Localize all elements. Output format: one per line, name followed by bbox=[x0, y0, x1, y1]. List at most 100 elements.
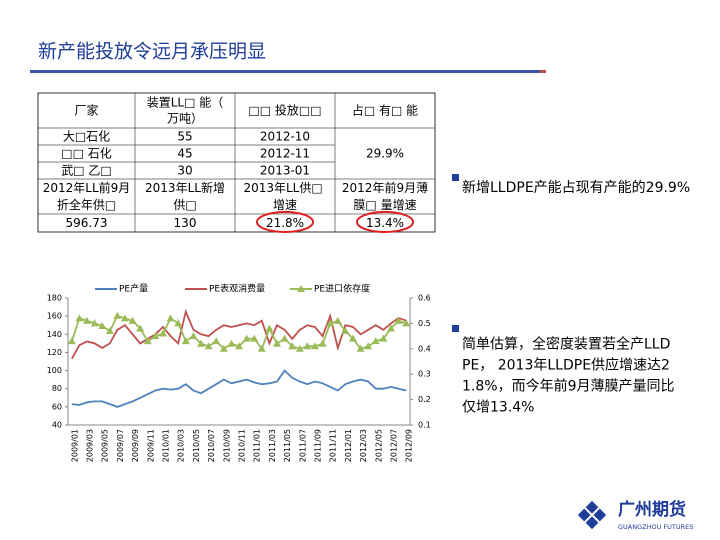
logo-name: 广州期货 bbox=[618, 499, 686, 520]
x-tick-label: 2010/07 bbox=[207, 429, 216, 462]
x-tick-label: 2009/09 bbox=[131, 429, 140, 462]
x-tick-label: 2011/05 bbox=[283, 429, 292, 462]
series-marker bbox=[250, 334, 259, 342]
bullet-text: 新增LLDPE产能占现有产能的29.9% bbox=[462, 180, 690, 196]
series-marker bbox=[349, 334, 357, 342]
y2-tick-label: 0.6 bbox=[418, 294, 431, 303]
x-tick-label: 2010/09 bbox=[222, 429, 231, 462]
series-line bbox=[71, 308, 407, 360]
logo: 广州期货 GUANGZHOU FUTURES bbox=[577, 499, 693, 531]
table: 厂家 装置LL□ 能（万吨） □□ 投放□□ 占□ 有□ 能大□石化 55 2012-10… bbox=[37, 92, 436, 233]
table-header: 厂家 bbox=[74, 102, 98, 117]
series-marker bbox=[204, 342, 213, 350]
x-tick-label: 2010/05 bbox=[192, 429, 201, 462]
y-tick-label: 80 bbox=[52, 384, 62, 393]
x-tick-label: 2012/07 bbox=[390, 429, 399, 462]
x-tick-label: 2011/09 bbox=[314, 429, 323, 462]
series-marker bbox=[394, 316, 403, 324]
x-tick-label: 2009/05 bbox=[101, 429, 110, 462]
bullet-icon bbox=[452, 174, 459, 181]
series-marker bbox=[387, 324, 395, 332]
bullet-icon bbox=[452, 325, 459, 332]
series-marker bbox=[273, 339, 281, 347]
x-tick-label: 2011/07 bbox=[298, 429, 307, 462]
table-cell: □□ 石化 bbox=[61, 146, 112, 160]
series-marker bbox=[67, 337, 76, 345]
series-marker bbox=[212, 337, 221, 345]
series-marker bbox=[113, 311, 122, 319]
table-cell: 21.8% bbox=[266, 216, 304, 230]
series-marker bbox=[280, 334, 289, 342]
y-tick-label: 160 bbox=[47, 312, 62, 321]
y-tick-label: 140 bbox=[47, 330, 62, 339]
series-marker bbox=[151, 332, 160, 340]
legend-label: PE产量 bbox=[119, 283, 148, 295]
x-tick-label: 2009/03 bbox=[86, 429, 95, 462]
series-line bbox=[71, 369, 407, 408]
series-marker bbox=[181, 337, 190, 345]
series-marker bbox=[166, 314, 175, 322]
y-tick-label: 40 bbox=[52, 421, 62, 430]
logo-english: GUANGZHOU FUTURES bbox=[618, 523, 693, 531]
table-header: 装置LL□ 能（万吨） bbox=[147, 95, 224, 125]
x-tick-label: 2012/09 bbox=[405, 429, 414, 462]
x-tick-label: 2011/01 bbox=[253, 429, 262, 462]
x-tick-label: 2009/11 bbox=[146, 429, 155, 462]
table-cell: 45 bbox=[177, 146, 192, 160]
series-marker bbox=[197, 339, 205, 347]
series-marker bbox=[219, 344, 228, 352]
highlight-circle bbox=[356, 211, 414, 233]
y-tick-label: 180 bbox=[47, 294, 62, 303]
series-marker bbox=[105, 327, 114, 335]
table-header: 占□ 有□ 能 bbox=[352, 102, 418, 117]
x-tick-label: 2011/03 bbox=[268, 429, 277, 462]
table-cell: 武□ 乙□ bbox=[61, 163, 112, 177]
x-tick-label: 2010/01 bbox=[162, 429, 171, 462]
table-cell: 大□石化 bbox=[63, 129, 110, 143]
series-marker bbox=[265, 324, 274, 332]
x-tick-label: 2010/11 bbox=[238, 429, 247, 462]
x-tick-label: 2010/03 bbox=[177, 429, 186, 462]
series-marker bbox=[379, 334, 388, 342]
series-marker bbox=[235, 342, 243, 350]
table-cell: 2012-10 bbox=[260, 129, 310, 143]
series-marker bbox=[83, 316, 91, 324]
x-tick-label: 2011/11 bbox=[329, 429, 338, 462]
series-marker bbox=[121, 314, 129, 322]
bullet-1 bbox=[452, 174, 459, 181]
series-marker bbox=[402, 319, 411, 327]
logo-square bbox=[585, 516, 599, 530]
series-marker bbox=[189, 332, 198, 340]
series-marker bbox=[303, 342, 312, 350]
chart: 40 60 80 100 120 140 160 180 0.1 0.2 0.3 0.4 0.5 0.6 2… bbox=[47, 283, 431, 463]
y-tick-label: 120 bbox=[47, 348, 62, 357]
series-marker bbox=[341, 327, 350, 335]
y2-tick-label: 0.1 bbox=[418, 421, 431, 430]
series-marker bbox=[356, 344, 365, 352]
y-tick-label: 60 bbox=[52, 402, 62, 411]
series-marker bbox=[136, 324, 145, 332]
series-marker bbox=[90, 319, 99, 327]
series-marker bbox=[174, 319, 183, 327]
table-cell: 130 bbox=[174, 216, 197, 230]
table-cell: 55 bbox=[177, 129, 192, 143]
bullet-2 bbox=[452, 325, 459, 332]
table-cell: 2013-01 bbox=[260, 163, 310, 177]
table-cell: 29.9% bbox=[366, 146, 404, 160]
series-marker bbox=[288, 342, 297, 350]
y2-tick-label: 0.3 bbox=[418, 370, 431, 379]
highlight-circle bbox=[256, 211, 314, 233]
y2-tick-label: 0.5 bbox=[418, 319, 431, 328]
table-header: □□ 投放□□ bbox=[248, 102, 321, 117]
logo-square bbox=[585, 500, 599, 514]
series-marker bbox=[295, 344, 304, 352]
table-cell: 2012-11 bbox=[260, 146, 310, 160]
series-marker bbox=[333, 316, 342, 324]
title-rule bbox=[30, 70, 540, 73]
logo-square bbox=[593, 508, 607, 522]
x-tick-label: 2012/03 bbox=[359, 429, 368, 462]
y2-tick-label: 0.2 bbox=[418, 395, 431, 404]
series-marker bbox=[143, 337, 152, 345]
series-marker bbox=[98, 321, 107, 329]
